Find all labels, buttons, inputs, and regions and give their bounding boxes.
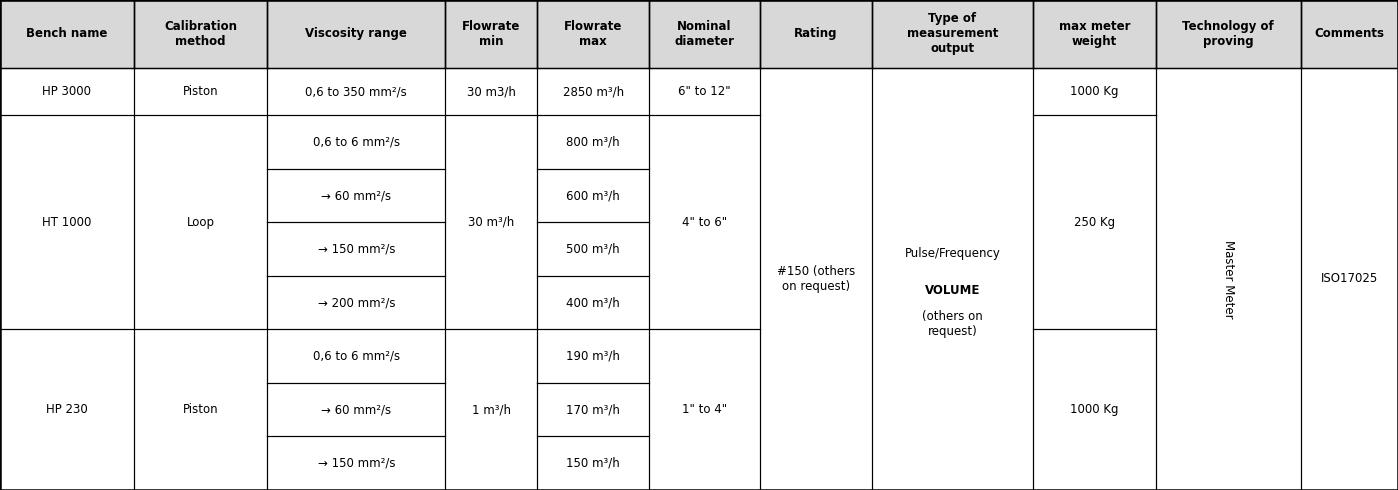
Text: Comments: Comments [1314,27,1384,41]
Text: HP 230: HP 230 [46,403,88,416]
Text: Master Meter: Master Meter [1222,240,1234,318]
Text: 190 m³/h: 190 m³/h [566,350,621,363]
Text: HP 3000: HP 3000 [42,85,91,98]
Text: Flowrate
min: Flowrate min [463,20,520,48]
Bar [761,68,871,490]
Text: 400 m³/h: 400 m³/h [566,296,619,309]
Text: 2850 m³/h: 2850 m³/h [562,85,624,98]
Text: HT 1000: HT 1000 [42,216,91,229]
Bar [537,0,649,68]
Text: #150 (others
on request): #150 (others on request) [777,265,856,293]
Text: Type of
measurement
output: Type of measurement output [907,12,998,55]
Text: 0,6 to 6 mm²/s: 0,6 to 6 mm²/s [313,350,400,363]
Bar [537,329,649,383]
Bar [1033,68,1156,115]
Text: Viscosity range: Viscosity range [305,27,407,41]
Text: 4" to 6": 4" to 6" [682,216,727,229]
Bar [1033,0,1156,68]
Text: Piston: Piston [183,85,218,98]
Text: → 60 mm²/s: → 60 mm²/s [322,403,391,416]
Bar [871,68,1033,490]
Text: Nominal
diameter: Nominal diameter [674,20,734,48]
Text: 250 Kg: 250 Kg [1074,216,1116,229]
Text: 1 m³/h: 1 m³/h [473,403,510,416]
Text: Loop: Loop [186,216,214,229]
Text: 0,6 to 6 mm²/s: 0,6 to 6 mm²/s [313,136,400,148]
Bar [267,169,446,222]
Bar [1033,329,1156,490]
Bar [649,68,761,115]
Bar [0,115,134,329]
Text: → 200 mm²/s: → 200 mm²/s [317,296,396,309]
Text: 150 m³/h: 150 m³/h [566,457,619,470]
Text: VOLUME: VOLUME [924,284,980,297]
Bar [134,0,267,68]
Bar [134,115,267,329]
Bar [267,276,446,329]
Text: Calibration
method: Calibration method [164,20,236,48]
Bar [267,115,446,169]
Text: (others on
request): (others on request) [923,310,983,338]
Bar [134,329,267,490]
Text: Pulse/Frequency: Pulse/Frequency [905,246,1001,260]
Bar [537,383,649,437]
Bar [1300,0,1398,68]
Bar [1300,68,1398,490]
Bar [761,0,871,68]
Text: → 60 mm²/s: → 60 mm²/s [322,189,391,202]
Text: Piston: Piston [183,403,218,416]
Text: 800 m³/h: 800 m³/h [566,136,619,148]
Bar [537,169,649,222]
Bar [0,68,134,115]
Bar [649,115,761,329]
Text: Rating: Rating [794,27,837,41]
Bar [1156,68,1300,490]
Text: 0,6 to 350 mm²/s: 0,6 to 350 mm²/s [306,85,407,98]
Bar [0,329,134,490]
Text: 30 m3/h: 30 m3/h [467,85,516,98]
Bar [1156,0,1300,68]
Bar [134,68,267,115]
Text: 6" to 12": 6" to 12" [678,85,731,98]
Bar [446,0,537,68]
Text: → 150 mm²/s: → 150 mm²/s [317,457,396,470]
Text: 30 m³/h: 30 m³/h [468,216,514,229]
Bar [649,329,761,490]
Bar [871,0,1033,68]
Bar [649,0,761,68]
Text: ISO17025: ISO17025 [1321,272,1378,286]
Text: max meter
weight: max meter weight [1058,20,1130,48]
Bar [267,329,446,383]
Bar [537,68,649,115]
Text: → 150 mm²/s: → 150 mm²/s [317,243,396,256]
Text: 1000 Kg: 1000 Kg [1071,403,1118,416]
Bar [537,276,649,329]
Bar [267,222,446,276]
Bar [1033,115,1156,329]
Bar [537,115,649,169]
Bar [537,222,649,276]
Bar [446,115,537,329]
Text: 170 m³/h: 170 m³/h [566,403,621,416]
Text: Flowrate
max: Flowrate max [563,20,622,48]
Bar [267,437,446,490]
Bar [267,383,446,437]
Text: 500 m³/h: 500 m³/h [566,243,619,256]
Text: Technology of
proving: Technology of proving [1183,20,1274,48]
Bar [0,0,134,68]
Bar [446,329,537,490]
Text: 600 m³/h: 600 m³/h [566,189,619,202]
Bar [446,68,537,115]
Text: Bench name: Bench name [27,27,108,41]
Bar [537,437,649,490]
Text: 1" to 4": 1" to 4" [682,403,727,416]
Text: 1000 Kg: 1000 Kg [1071,85,1118,98]
Bar [267,68,446,115]
Bar [267,0,446,68]
